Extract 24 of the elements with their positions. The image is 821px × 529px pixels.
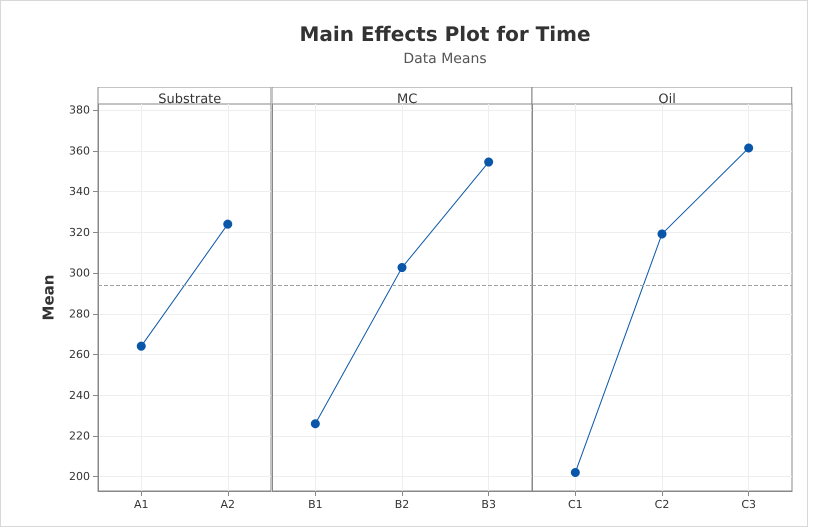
- x-tick-label: C3: [741, 498, 756, 511]
- y-tick-label: 320: [69, 226, 90, 239]
- y-tick-label: 240: [69, 388, 90, 402]
- chart-title: Main Effects Plot for Time: [298, 22, 592, 46]
- y-axis-title: Mean: [40, 274, 58, 320]
- x-axis-title: Substrate: [158, 92, 222, 107]
- x-tick-label: C1: [568, 498, 582, 511]
- x-tick-label: A2: [220, 498, 236, 511]
- x-axis-title: Oil: [658, 92, 676, 107]
- x-axis-title: MC: [396, 92, 417, 107]
- x-tick-label: B1: [308, 498, 322, 511]
- chart-subtitle: Data Means: [402, 51, 488, 67]
- y-tick-label: 260: [69, 348, 90, 362]
- y-tick-label: 280: [69, 307, 90, 320]
- y-tick-label: 200: [69, 470, 90, 484]
- x-tick-label: B3: [480, 498, 496, 511]
- x-tick-label: C2: [654, 498, 670, 511]
- y-tick-label: 340: [69, 185, 90, 198]
- x-tick-label: A1: [134, 498, 149, 511]
- y-tick-label: 300: [69, 266, 90, 280]
- y-tick-label: 360: [69, 144, 90, 158]
- y-tick-label: 380: [69, 104, 90, 117]
- x-tick-label: B2: [394, 498, 409, 511]
- y-tick-label: 220: [69, 430, 90, 443]
